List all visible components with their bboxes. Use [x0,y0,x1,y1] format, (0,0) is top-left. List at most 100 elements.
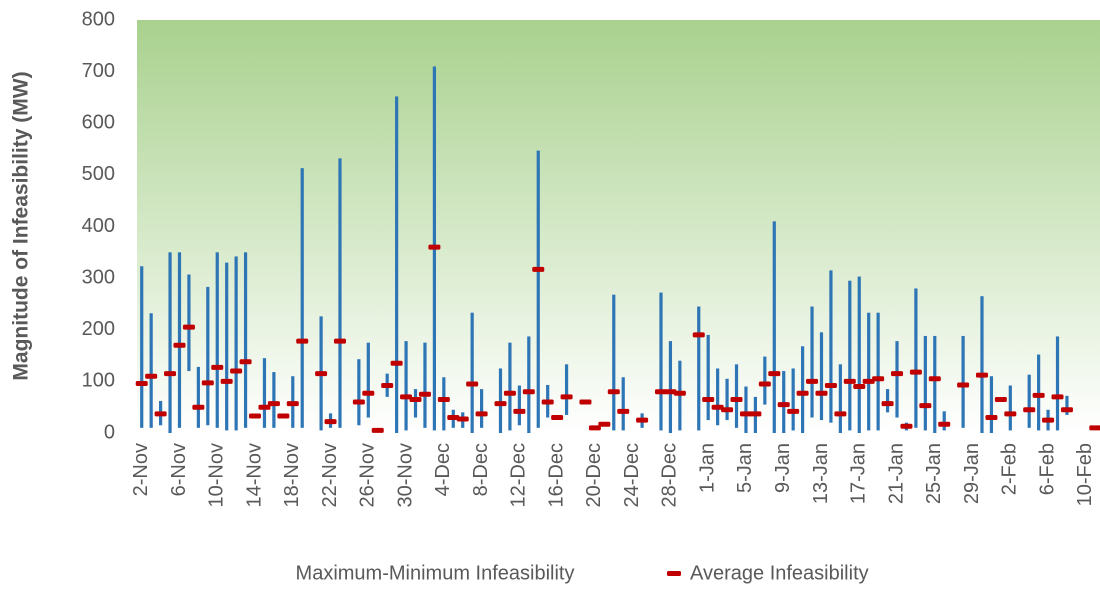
average-marker [437,396,450,402]
average-marker [617,408,630,414]
average-marker [598,421,611,427]
average-marker [853,384,866,390]
y-axis-title: Magnitude of Infeasibility (MW) [10,71,33,380]
range-bar [187,274,191,372]
range-bar [1008,385,1012,431]
average-marker [749,411,762,417]
average-marker [164,371,177,377]
average-marker [532,266,545,272]
average-marker [154,411,167,417]
range-bar [357,359,361,426]
average-marker [182,324,195,330]
x-tick-label: 5-Jan [734,443,756,493]
legend-label: Maximum-Minimum Infeasibility [296,562,575,584]
y-tick-label: 200 [82,318,115,340]
average-marker [296,338,309,344]
average-marker [588,425,601,431]
average-marker [881,401,894,407]
average-marker [135,380,148,386]
range-bar [527,336,531,433]
average-marker [900,423,913,429]
average-marker [1023,407,1036,413]
average-marker [286,401,299,407]
average-marker [475,411,488,417]
y-tick-label: 300 [82,266,115,288]
range-bar [668,341,673,433]
average-marker [872,376,885,382]
range-bar [442,377,446,431]
x-tick-label: 6-Feb [1036,443,1058,495]
average-marker [258,404,271,410]
average-marker [560,394,573,400]
average-marker [1089,425,1100,431]
range-bar [782,371,786,433]
range-bar [149,313,153,428]
average-marker [428,244,441,250]
average-marker [928,376,941,382]
average-marker [409,396,422,402]
range-bar [659,292,663,431]
average-marker [418,391,431,397]
x-tick-label: 16-Dec [545,443,567,507]
legend-swatch [667,571,681,576]
range-bar [470,312,474,433]
average-marker [607,389,620,395]
x-tick-label: 25-Jan [923,443,945,504]
average-marker [711,404,724,410]
average-marker [1060,407,1073,413]
x-tick-label: 1-Jan [696,443,718,493]
x-tick-label: 10-Feb [1074,443,1096,506]
average-marker [551,415,564,421]
range-bar [621,377,625,431]
range-bar [867,312,871,431]
range-bar [177,252,182,428]
range-bar [206,286,210,426]
x-tick-label: 30-Nov [394,443,416,507]
average-marker [201,380,214,386]
range-bar [423,342,427,428]
range-bar [1055,336,1060,431]
range-bar [706,334,710,421]
average-marker [815,390,828,396]
range-bar [725,378,729,421]
x-tick-label: 9-Jan [772,443,794,493]
range-bar [923,335,927,431]
average-marker [522,389,535,395]
y-tick-label: 100 [82,370,115,392]
average-marker [371,427,384,433]
average-marker [692,332,705,338]
x-tick-label: 22-Nov [319,443,341,507]
average-marker [239,359,252,365]
x-tick-label: 2-Feb [999,443,1021,495]
range-bar [536,150,540,428]
average-marker [277,413,290,419]
range-bar [819,332,824,421]
average-marker [230,368,243,374]
range-bar [734,364,739,428]
average-marker [333,338,346,344]
range-bar [848,280,852,431]
average-marker [957,382,970,388]
x-tick-label: 26-Nov [357,443,379,507]
average-marker [390,360,403,366]
average-marker [938,421,951,427]
average-marker [721,407,734,413]
range-bar [772,221,776,433]
range-bar [262,358,267,428]
average-marker [249,413,262,419]
average-marker [891,371,904,377]
range-bar [857,276,861,433]
average-marker [220,378,233,384]
range-bar [338,158,342,428]
y-tick-label: 500 [82,163,115,185]
average-marker [173,342,186,348]
range-bar [942,411,946,431]
range-bar [140,266,144,428]
x-tick-label: 21-Jan [885,443,907,504]
range-bar [480,389,484,428]
average-marker [1051,394,1064,400]
x-tick-label: 13-Jan [810,443,832,504]
average-marker [324,419,337,425]
average-marker [513,408,526,414]
average-marker [211,364,224,370]
